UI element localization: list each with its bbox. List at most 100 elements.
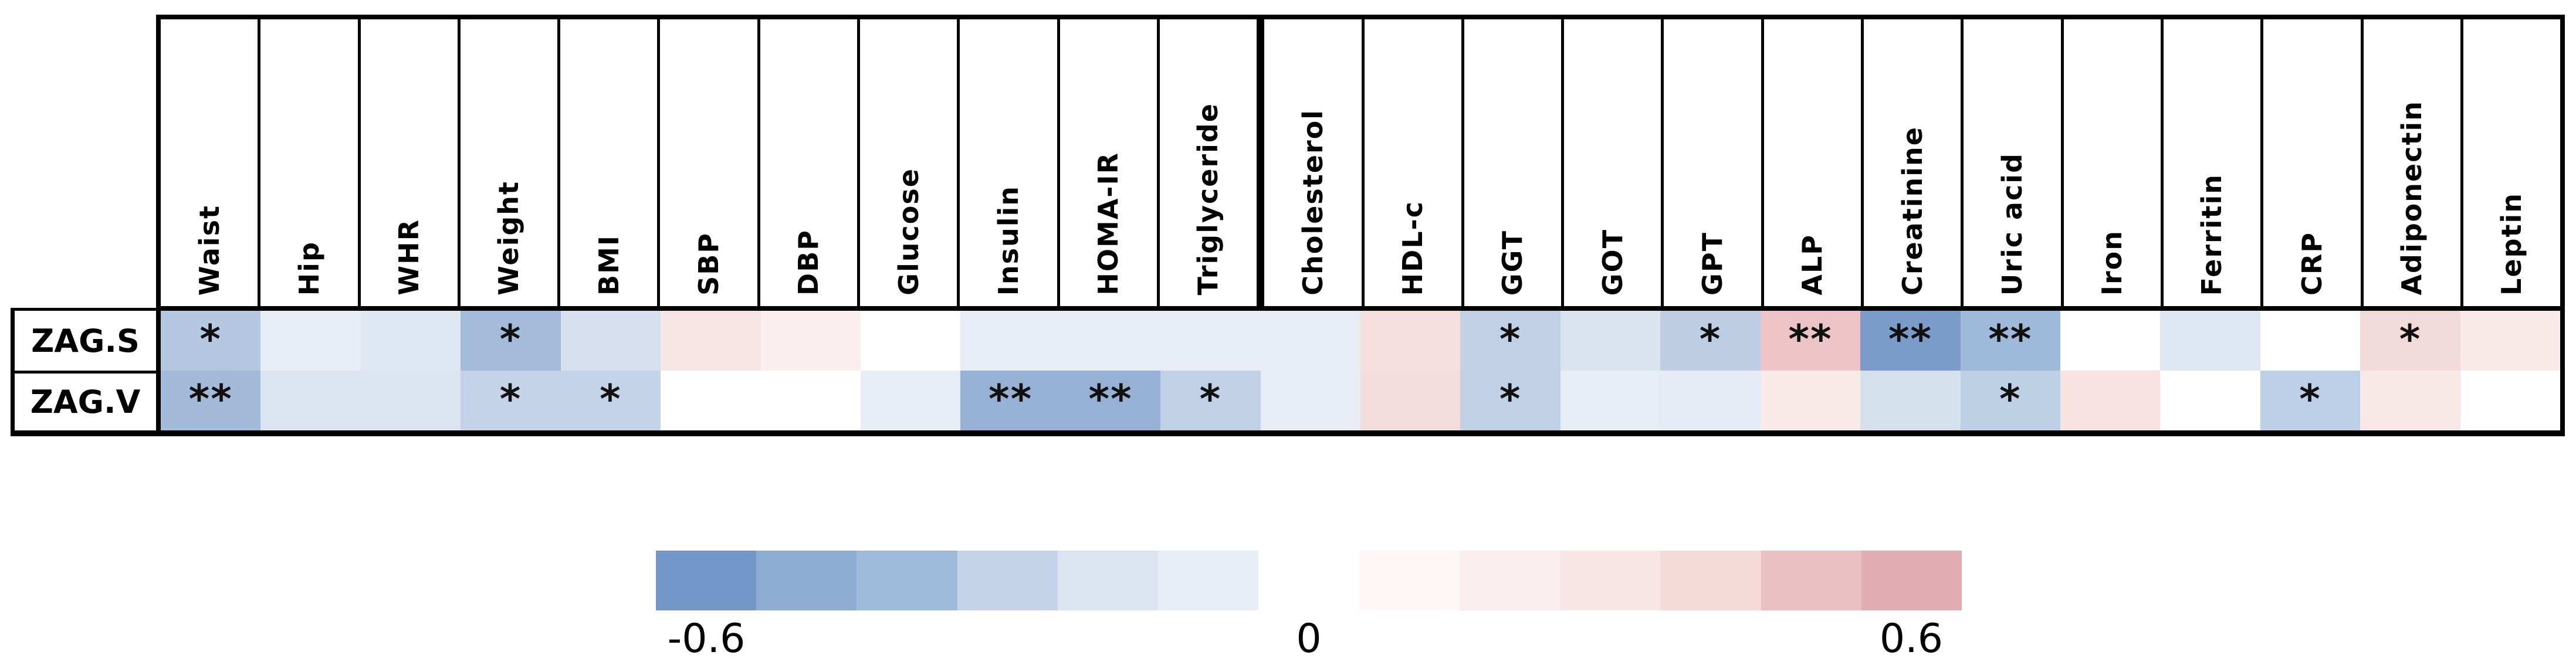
significance-stars: * [199,317,222,363]
cell-zag-s-uric-acid: ** [1960,311,2061,371]
column-header-insulin: Insulin [957,19,1057,306]
column-header-iron: Iron [2060,19,2161,306]
significance-stars: * [2299,376,2321,423]
column-header-label: Glucose [892,168,925,296]
legend-segment-10 [1660,551,1761,610]
row-label-zag-s: ZAG.S [31,322,140,359]
column-header-dbp: DBP [757,19,857,306]
cell-zag-s-ferritin [2160,311,2260,371]
column-header-gpt: GPT [1661,19,1761,306]
column-header-creatinine: Creatinine [1861,19,1961,306]
significance-stars: ** [1888,317,1932,363]
column-header-label: Leptin [2496,192,2528,296]
cell-zag-v-insulin: ** [960,371,1061,430]
column-header-label: Adiponectin [2396,100,2428,296]
column-header-label: Waist [193,204,225,296]
heatmap-grid: * * * * ** ** ** * ** * * ** ** * * * * [156,311,2565,436]
cell-zag-s-cholesterol [1260,311,1361,371]
significance-stars: * [2399,317,2422,363]
column-header-label: GPT [1696,232,1728,296]
column-header-hdl-c: HDL-c [1361,19,1461,306]
column-header-sbp: SBP [657,19,757,306]
column-header-leptin: Leptin [2460,19,2560,306]
cell-zag-s-alp: ** [1760,311,1861,371]
cell-zag-v-ferritin [2160,371,2260,430]
column-header-label: Hip [293,240,325,296]
column-header-crp: CRP [2260,19,2360,306]
significance-stars: * [499,317,522,363]
colorbar-label-mid: 0 [1296,616,1322,662]
significance-stars: ** [1088,376,1133,423]
cell-zag-s-homa-ir [1060,311,1161,371]
cell-zag-v-creatinine [1860,371,1961,430]
column-header-ggt: GGT [1461,19,1561,306]
cell-zag-s-glucose [860,311,961,371]
column-header-label: DBP [793,229,825,296]
significance-stars: * [499,376,522,423]
column-header-label: HDL-c [1397,200,1429,296]
column-header-whr: WHR [357,19,458,306]
cell-zag-s-insulin [960,311,1061,371]
colorbar [656,551,1962,610]
cell-zag-s-gpt: * [1660,311,1761,371]
cell-zag-v-homa-ir: ** [1060,371,1161,430]
legend-segment-1 [756,551,857,610]
cell-zag-s-creatinine: ** [1860,311,1961,371]
cell-zag-v-triglyceride: * [1160,371,1261,430]
column-header-cholesterol: Cholesterol [1257,19,1361,306]
cell-zag-s-got [1560,311,1661,371]
column-header-label: HOMA-IR [1092,152,1125,296]
column-header-label: GOT [1596,228,1629,296]
row-label-zag-v: ZAG.V [15,371,156,430]
column-header-hip: Hip [258,19,357,306]
column-header-label: CRP [2296,232,2328,296]
significance-stars: ** [188,376,233,423]
significance-stars: ** [1788,317,1833,363]
significance-stars: * [1699,317,1722,363]
cell-zag-v-waist: ** [161,371,261,430]
cell-zag-v-hip [260,371,361,430]
column-header-label: Weight [493,181,525,296]
cell-zag-v-sbp [661,371,761,430]
significance-stars: * [1499,376,1522,423]
legend-segment-0 [656,551,757,610]
heatmap-row-zag-s: * * * * ** ** ** * [161,311,2561,371]
cell-zag-s-leptin [2460,311,2561,371]
legend-segment-3 [957,551,1058,610]
column-header-label: Insulin [992,185,1024,296]
cell-zag-v-glucose [860,371,961,430]
column-header-label: GGT [1497,229,1529,296]
column-header-ferritin: Ferritin [2160,19,2260,306]
legend-segment-6 [1258,551,1359,610]
significance-stars: * [1199,376,1222,423]
column-header-label: Triglyceride [1192,103,1224,296]
column-header-label: ALP [1796,234,1829,296]
cell-zag-v-adiponectin [2360,371,2460,430]
significance-stars: * [1999,376,2022,423]
column-header-label: Ferritin [2196,173,2228,296]
colorbar-label-min: -0.6 [667,616,746,662]
significance-stars: * [1499,317,1522,363]
cell-zag-s-triglyceride [1160,311,1261,371]
legend-segment-7 [1359,551,1460,610]
cell-zag-v-leptin [2460,371,2561,430]
heatmap-row-zag-v: ** * * ** ** * * * * [161,371,2561,430]
cell-zag-v-crp: * [2260,371,2361,430]
cell-zag-s-ggt: * [1460,311,1561,371]
column-header-uric-acid: Uric acid [1961,19,2060,306]
column-header-triglyceride: Triglyceride [1156,19,1257,306]
column-header-label: Uric acid [1996,152,2028,296]
cell-zag-s-whr [360,311,461,371]
colorbar-label-max: 0.6 [1879,616,1944,662]
cell-zag-v-bmi: * [560,371,661,430]
legend-segment-9 [1560,551,1661,610]
cell-zag-v-gpt [1660,371,1761,430]
cell-zag-v-got [1560,371,1661,430]
cell-zag-v-iron [2060,371,2161,430]
cell-zag-v-alp [1760,371,1861,430]
cell-zag-s-bmi [560,311,661,371]
cell-zag-s-crp [2260,311,2361,371]
column-header-waist: Waist [161,19,258,306]
column-header-homa-ir: HOMA-IR [1057,19,1157,306]
